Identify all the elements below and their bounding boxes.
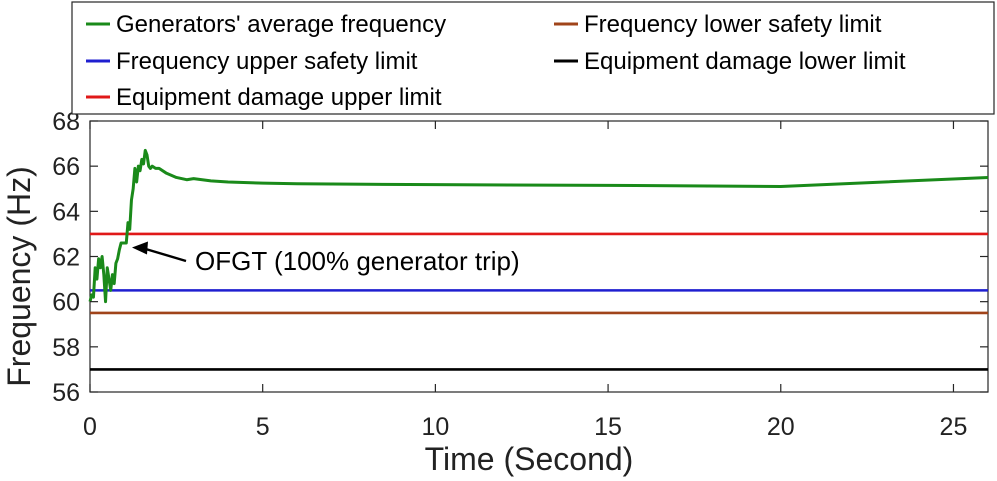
annotation-arrow-head	[131, 241, 148, 255]
x-axis-title: Time (Second)	[425, 441, 634, 477]
y-tick-label-5: 66	[52, 153, 80, 181]
y-tick-label-2: 60	[52, 289, 80, 317]
legend-box	[71, 1, 995, 115]
y-tick-label-3: 62	[52, 244, 80, 272]
x-tick-label-4: 20	[767, 413, 795, 441]
y-tick-label-1: 58	[52, 334, 80, 362]
x-tick-label-1: 5	[256, 413, 270, 441]
y-tick-label-4: 64	[52, 198, 80, 226]
x-tick-label-5: 25	[940, 413, 968, 441]
legend-label-1: Frequency upper safety limit	[116, 48, 418, 75]
x-tick-label-3: 15	[594, 413, 622, 441]
x-tick-label-2: 10	[421, 413, 449, 441]
legend-label-0: Generators' average frequency	[116, 11, 446, 38]
legend-label-2: Equipment damage upper limit	[116, 84, 442, 111]
plot-frame	[89, 120, 989, 393]
y-axis-title: Frequency (Hz)	[1, 166, 37, 387]
series-line-0	[88, 148, 989, 304]
x-tick-label-0: 0	[83, 413, 97, 441]
legend-label-4: Equipment damage lower limit	[584, 48, 906, 75]
annotation-arrow-shaft	[143, 247, 187, 263]
y-tick-label-0: 56	[52, 379, 80, 407]
annotation-label: OFGT (100% generator trip)	[195, 246, 520, 276]
legend-label-3: Frequency lower safety limit	[584, 11, 882, 38]
